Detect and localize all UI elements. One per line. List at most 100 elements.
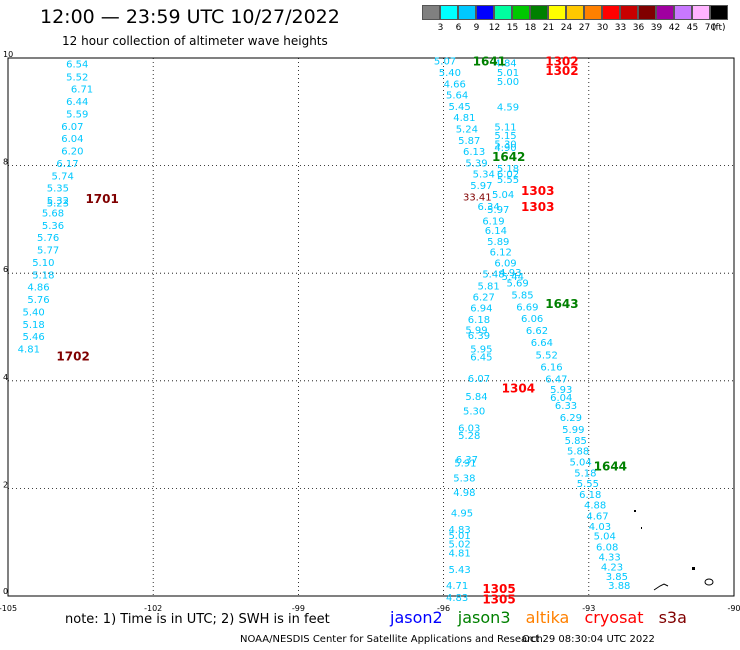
wave-height-value: 5.76	[37, 233, 59, 244]
y-tick-label: 2	[3, 480, 8, 489]
wave-height-value: 6.39	[468, 331, 490, 342]
wave-height-value: 5.18	[32, 270, 54, 281]
legend-swatch	[656, 5, 674, 20]
wave-height-value: 5.97	[487, 205, 509, 216]
wave-height-value: 6.44	[66, 97, 88, 108]
wave-height-value: 5.38	[453, 474, 475, 485]
wave-height-value: 6.94	[470, 304, 492, 315]
wave-height-value: 4.95	[451, 509, 473, 520]
color-scale-legend: 3 6 9 12 15 18 21 24 27 30 33 36 39 42 45 70 (ft)	[422, 5, 728, 35]
note-text: note: 1) Time is in UTC; 2) SWH is in fe…	[65, 612, 330, 627]
wave-height-value: 5.64	[446, 91, 468, 102]
wave-height-value: 5.77	[37, 246, 59, 257]
wave-height-value: 5.48	[482, 270, 504, 281]
track-label: 1302	[545, 64, 578, 78]
satellite-jason3: jason3	[457, 608, 511, 627]
coastline-islands	[634, 510, 714, 591]
wave-height-value: 6.07	[468, 374, 490, 385]
legend-label: 27	[578, 23, 591, 33]
wave-height-value: 5.10	[32, 258, 54, 269]
x-tick-label: -99	[292, 604, 305, 613]
wave-height-value: 5.24	[456, 124, 478, 135]
wave-height-value: 5.97	[470, 181, 492, 192]
legend-unit: (ft)	[712, 23, 726, 33]
wave-height-value: 6.27	[473, 292, 495, 303]
wave-height-value: 5.43	[448, 565, 470, 576]
wave-height-value: 5.52	[536, 350, 558, 361]
wave-height-value: 5.68	[42, 208, 64, 219]
wave-height-value: 6.33	[555, 401, 577, 412]
wave-height-value: 4.98	[453, 488, 475, 499]
wave-height-value: 4.81	[453, 113, 475, 124]
wave-height-value: 5.91	[454, 459, 476, 470]
wave-height-value: 5.59	[66, 109, 88, 120]
wave-height-value: 4.81	[448, 548, 470, 559]
wave-height-value: 4.33	[598, 553, 620, 564]
wave-height-value: 5.18	[497, 164, 519, 175]
wave-height-value: 5.45	[448, 102, 470, 113]
legend-swatch	[440, 5, 458, 20]
wave-height-value: 5.30	[463, 406, 485, 417]
wave-height-value: 3.88	[608, 581, 630, 592]
wave-height-value: 5.18	[574, 468, 596, 479]
legend-label: 36	[632, 23, 645, 33]
track-label: 1304	[502, 381, 535, 395]
wave-height-value: 5.02	[448, 539, 470, 550]
wave-height-value: 5.84	[465, 392, 487, 403]
wave-height-value: 6.06	[521, 314, 543, 325]
wave-height-value: 5.55	[577, 479, 599, 490]
wave-height-value: 6.29	[560, 413, 582, 424]
track-label: 1305	[482, 582, 515, 596]
wave-height-value: 6.18	[579, 490, 601, 501]
legend-swatch	[692, 5, 710, 20]
legend-swatch	[548, 5, 566, 20]
wave-height-value: 5.44	[502, 272, 524, 283]
track-label: 1302	[545, 55, 578, 69]
track-label: 1644	[594, 459, 627, 473]
legend-swatch	[512, 5, 530, 20]
wave-height-value: 5.15	[494, 131, 516, 142]
wave-height-value: 5.00	[497, 77, 519, 88]
y-tick-label: 0	[3, 587, 8, 596]
legend-swatch	[422, 5, 440, 20]
wave-height-value: 4.66	[444, 79, 466, 90]
legend-swatch	[566, 5, 584, 20]
x-tick-label: -90	[727, 604, 740, 613]
y-tick-label: 6	[3, 265, 8, 274]
wave-height-value: 5.01	[448, 531, 470, 542]
wave-height-value: 5.52	[66, 72, 88, 83]
wave-height-value: 4.90	[494, 143, 516, 154]
island-dot	[634, 510, 636, 512]
wave-height-value: 5.04	[569, 458, 591, 469]
legend-swatch	[494, 5, 512, 20]
legend-label: 30	[596, 23, 609, 33]
wave-height-value: 5.36	[42, 221, 64, 232]
wave-height-value: 6.64	[531, 338, 553, 349]
axis-ticks: -105 -102 -99 -96 -93 -90 0 2 4 6 8 10	[0, 50, 740, 613]
wave-height-value: 5.93	[550, 385, 572, 396]
wave-height-value: 6.47	[545, 375, 567, 386]
wave-height-value: 4.03	[589, 522, 611, 533]
wave-height-value: 5.89	[487, 237, 509, 248]
legend-swatch	[584, 5, 602, 20]
legend-label: 15	[506, 23, 519, 33]
wave-height-value: 4.88	[584, 501, 606, 512]
wave-height-value: 6.54	[66, 59, 88, 70]
wave-height-value: 4.59	[497, 102, 519, 113]
wave-height-value: 6.04	[61, 134, 83, 145]
wave-height-value: 3.85	[606, 572, 628, 583]
legend-label: 70	[704, 23, 717, 33]
wave-height-value: 5.81	[477, 282, 499, 293]
wave-height-value: 5.95	[470, 345, 492, 356]
wave-height-value: 6.09	[494, 258, 516, 269]
track-label: 1701	[85, 192, 118, 206]
wave-height-value: 4.84	[494, 58, 516, 69]
satellite-altika: altika	[525, 608, 570, 627]
wave-height-value: 5.88	[567, 447, 589, 458]
track-label: 1641	[473, 55, 506, 69]
wave-height-value: 5.85	[565, 436, 587, 447]
wave-height-value: 5.34	[473, 170, 495, 181]
y-tick-label: 4	[3, 373, 8, 382]
track-label: 1643	[545, 297, 578, 311]
